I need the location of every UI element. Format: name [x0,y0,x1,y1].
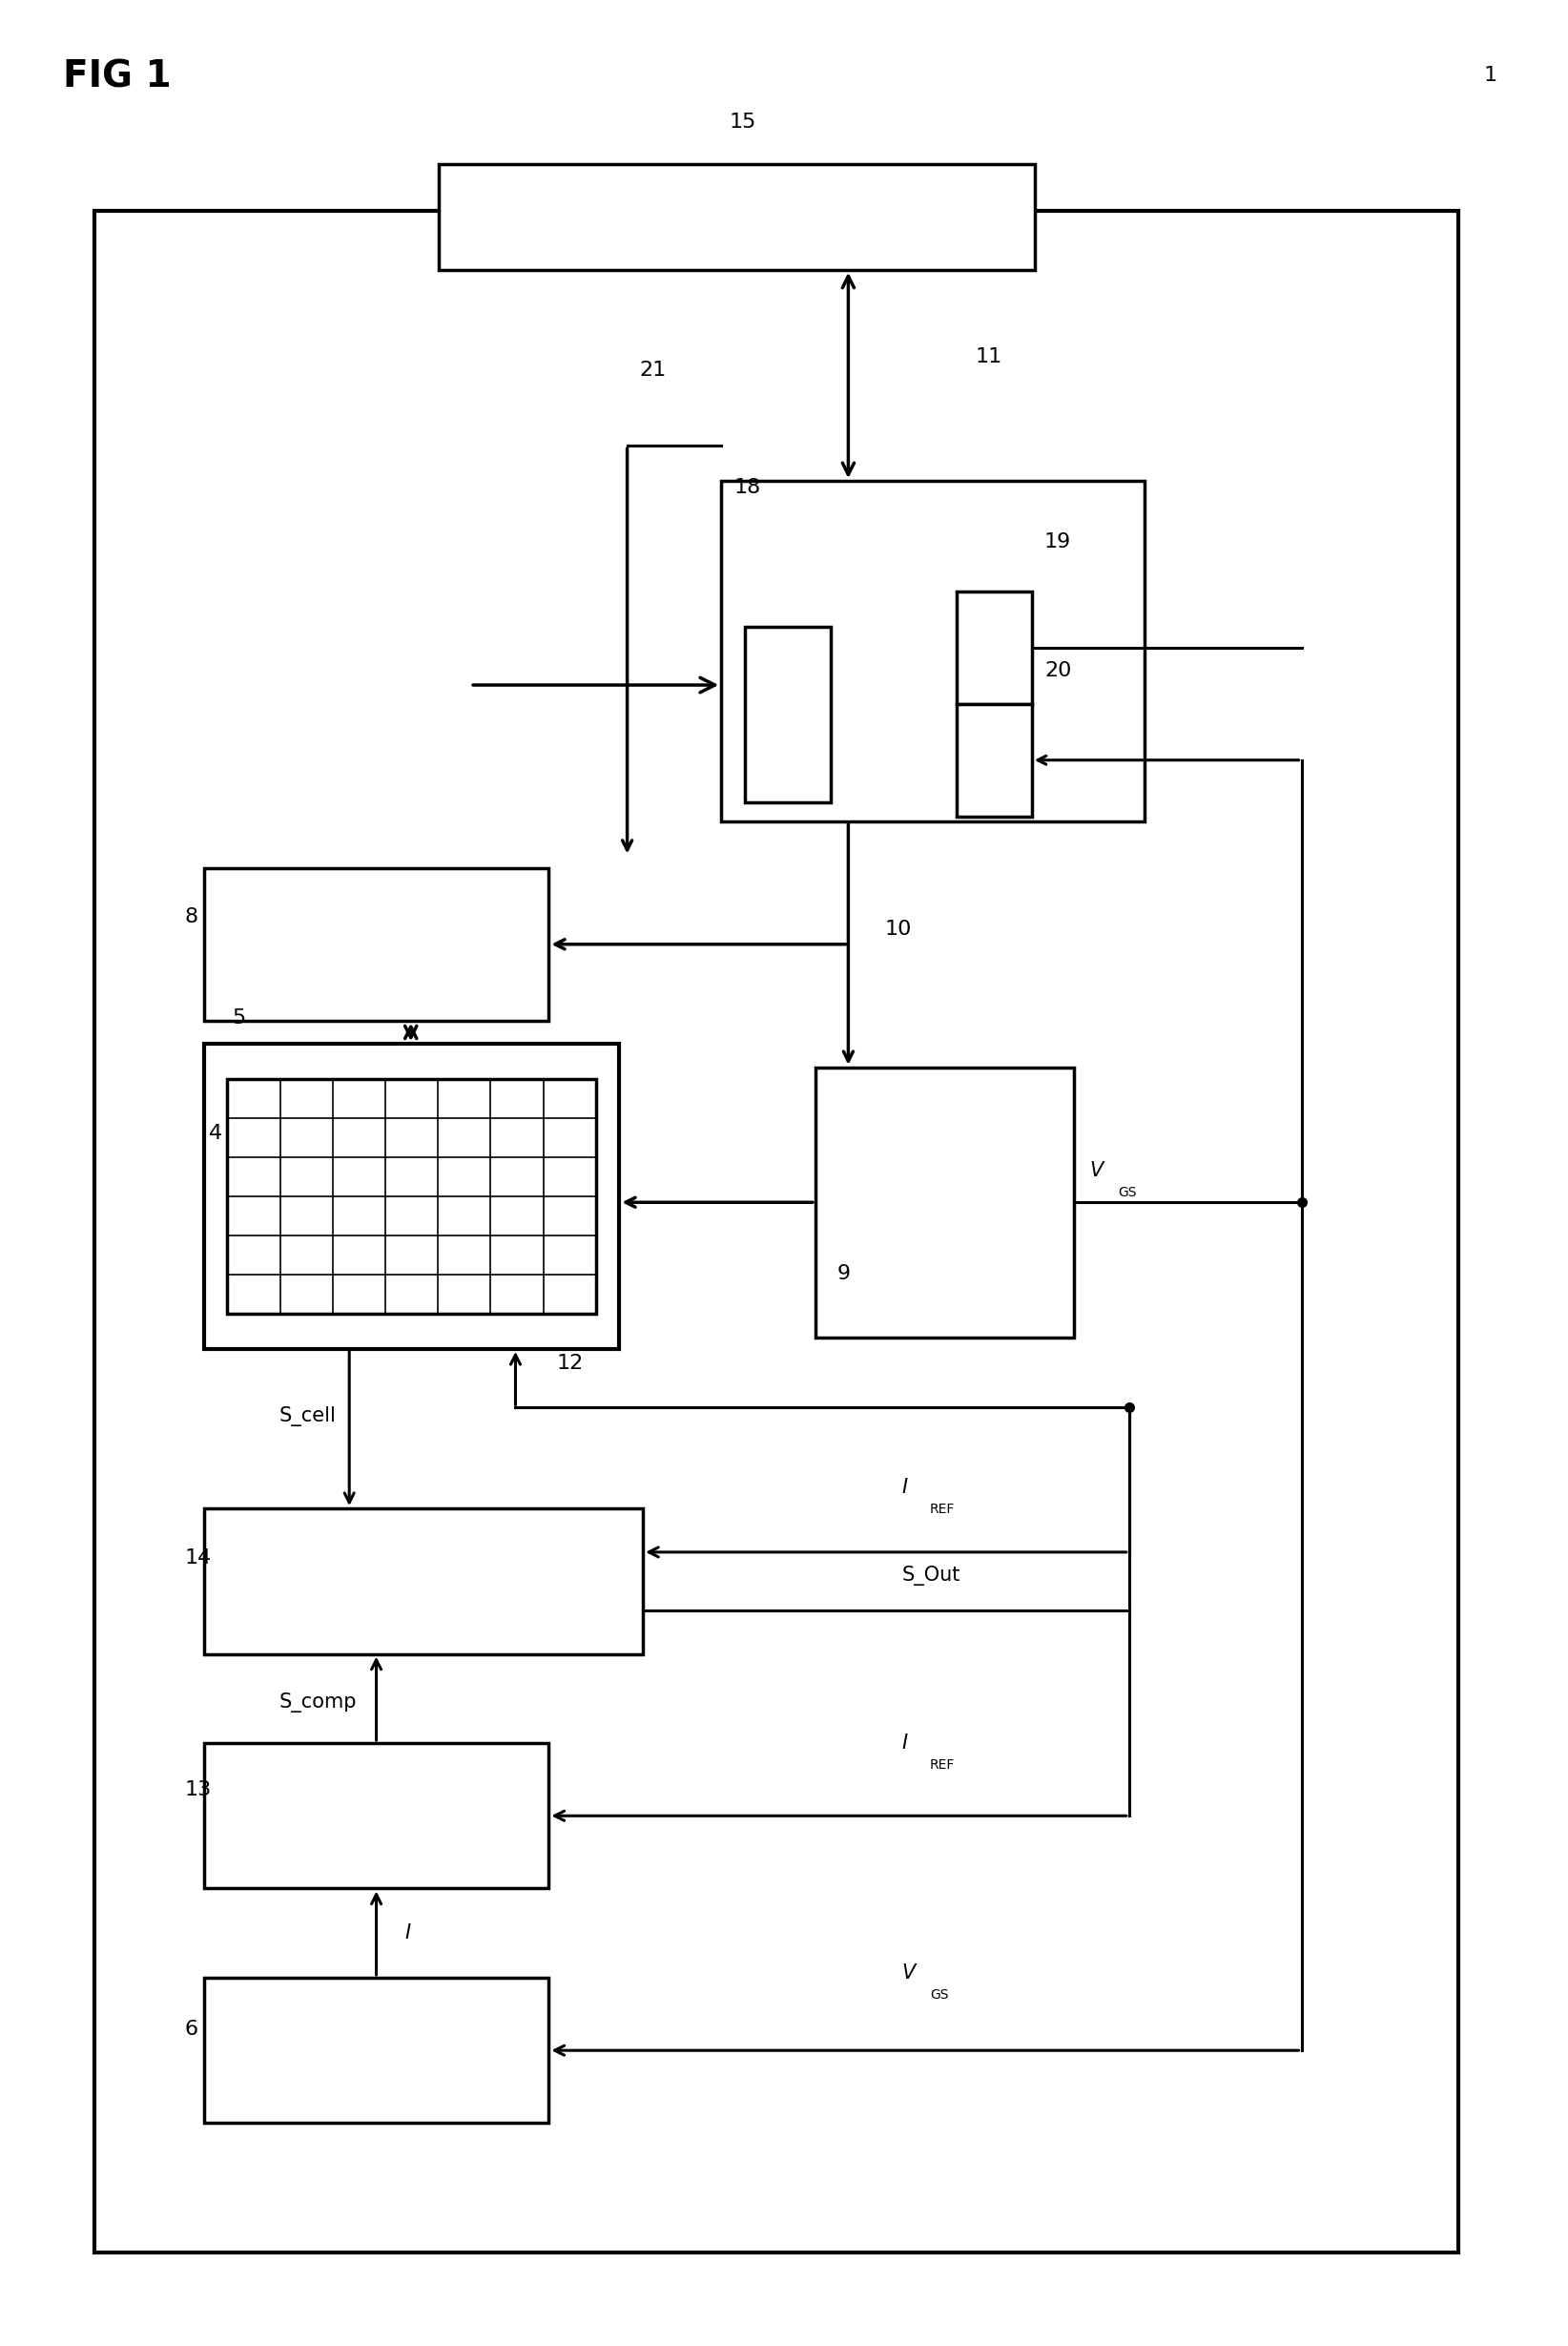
Bar [204,1743,549,1889]
Text: 12: 12 [557,1354,583,1372]
Text: 6: 6 [185,2020,199,2039]
Bar [204,1044,619,1349]
Text: 19: 19 [1044,533,1071,551]
Text: S_cell: S_cell [279,1405,336,1426]
Text: FIG 1: FIG 1 [63,59,171,94]
Text: S_Out: S_Out [902,1565,960,1586]
Bar [815,1067,1074,1337]
Text: 21: 21 [640,361,666,380]
Bar [204,1978,549,2123]
Text: 8: 8 [185,908,199,927]
Text: 13: 13 [185,1781,212,1799]
Bar [956,704,1032,816]
Text: 4: 4 [209,1124,223,1143]
Text: V: V [1090,1161,1104,1180]
Text: 9: 9 [837,1264,851,1283]
Bar [204,1508,643,1654]
Text: GS: GS [930,1987,949,2001]
Bar [956,591,1032,704]
Text: V: V [902,1964,916,1982]
Bar [721,481,1145,821]
Text: 11: 11 [975,347,1002,366]
Text: 14: 14 [185,1548,212,1567]
Text: 5: 5 [232,1009,246,1028]
Text: S_comp: S_comp [279,1691,358,1713]
Bar [94,211,1458,2252]
Text: GS: GS [1118,1185,1137,1199]
Text: REF: REF [930,1501,955,1516]
Text: 1: 1 [1483,66,1497,84]
Bar [439,164,1035,270]
Bar [745,626,831,802]
Text: I: I [405,1924,411,1942]
Text: 20: 20 [1044,662,1071,680]
Text: 10: 10 [884,920,911,938]
Text: 18: 18 [734,479,760,497]
Text: I: I [902,1478,908,1497]
Text: REF: REF [930,1757,955,1771]
Text: 15: 15 [729,113,756,131]
Text: I: I [902,1734,908,1752]
Bar [204,868,549,1021]
Bar [227,1079,596,1314]
